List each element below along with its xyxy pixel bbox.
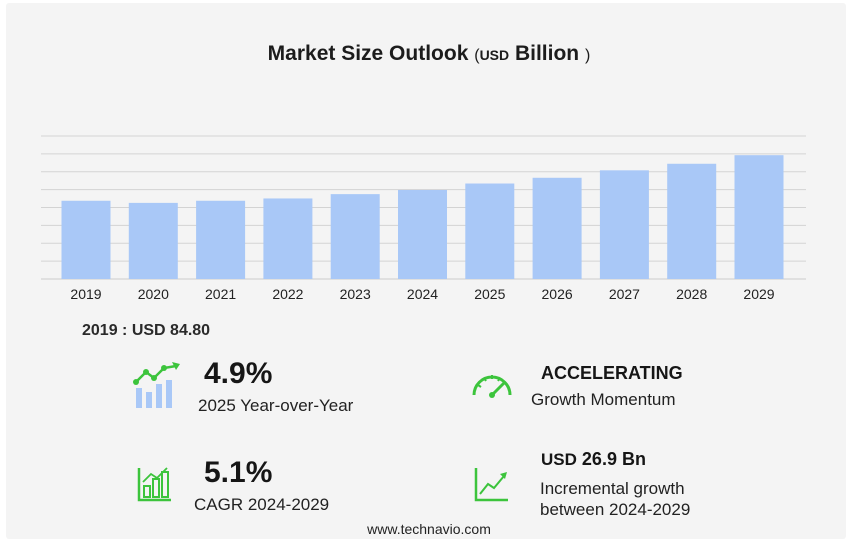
bar-2026 (532, 177, 582, 279)
growth-chart-icon (133, 362, 180, 408)
momentum-value: ACCELERATING (541, 363, 683, 383)
x-tick-label-2021: 2021 (205, 286, 236, 302)
bar-2025 (465, 183, 515, 279)
bar-2021 (196, 200, 246, 279)
bar-2019 (61, 200, 111, 279)
x-tick-label-2029: 2029 (743, 286, 774, 302)
yoy-label: 2025 Year-over-Year (198, 396, 354, 415)
incremental-label-1: Incremental growth (540, 479, 685, 498)
chart-title: Market Size Outlook (USD Billion ) (0, 42, 858, 66)
x-tick-label-2027: 2027 (609, 286, 640, 302)
momentum-label: Growth Momentum (531, 390, 676, 409)
incremental-label-2: between 2024-2029 (540, 500, 691, 519)
bar-chart: 2019 2020 2021 2022 2023 2024 2025 2026 2027 2028… (41, 135, 806, 302)
speedometer-icon (472, 375, 512, 398)
trend-line-icon (474, 468, 508, 502)
incremental-value: USD 26.9 Bn (541, 449, 646, 470)
bar-2023 (330, 194, 380, 279)
cagr-value: 5.1% (204, 456, 273, 489)
x-tick-label-2020: 2020 (138, 286, 169, 302)
bar-2022 (263, 198, 313, 279)
bar-2024 (398, 189, 447, 279)
cagr-label: CAGR 2024-2029 (194, 495, 330, 514)
bar-2029 (734, 155, 784, 279)
x-tick-label-2025: 2025 (474, 286, 505, 302)
yoy-value: 4.9% (204, 357, 273, 390)
title-unit-word: Billion (514, 42, 580, 65)
title-paren-open: ( (474, 47, 480, 64)
x-tick-label-2019: 2019 (70, 286, 101, 302)
x-tick-label-2028: 2028 (676, 286, 707, 302)
title-text: Market Size Outlook (267, 42, 469, 65)
x-tick-label-2023: 2023 (340, 286, 371, 302)
x-tick-label-2026: 2026 (542, 286, 573, 302)
x-tick-label-2024: 2024 (407, 286, 438, 302)
bar-chart-icon (137, 467, 171, 502)
x-tick-label-2022: 2022 (272, 286, 303, 302)
base-year-value: 2019 : USD 84.80 (82, 322, 211, 339)
bar-2020 (128, 202, 178, 279)
title-paren-close: ) (584, 47, 591, 64)
incremental-unit: USD (541, 450, 577, 469)
bar-2028 (667, 163, 717, 279)
title-unit: USD (479, 47, 510, 63)
source-footer: www.technavio.com (367, 521, 491, 537)
incremental-amount: 26.9 Bn (581, 449, 646, 469)
bar-2027 (599, 170, 649, 279)
